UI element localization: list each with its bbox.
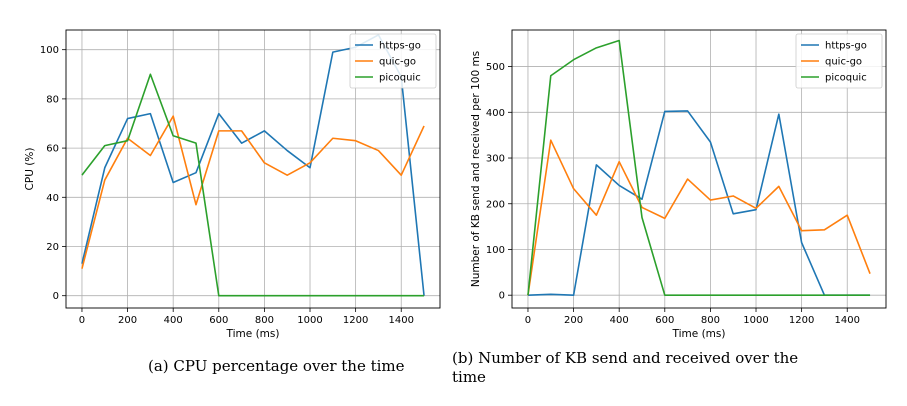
- series-line-picoquic: [527, 39, 871, 297]
- y-axis-label: CPU (%): [24, 148, 36, 191]
- legend-box: [795, 33, 883, 89]
- x-tick-label: 1200: [343, 315, 368, 326]
- y-tick-label: 60: [46, 144, 59, 155]
- legend: https-go quic-go picoquic: [349, 33, 437, 89]
- y-tick-label: 40: [46, 193, 59, 204]
- x-tick-label: 1400: [835, 315, 860, 326]
- y-tick-label: 80: [46, 94, 59, 105]
- y-tick-label: 400: [486, 108, 505, 119]
- grid-lines: [512, 30, 886, 308]
- x-tick-label: 0: [79, 315, 85, 326]
- x-tick-label: 1000: [297, 315, 322, 326]
- y-tick-label: 20: [46, 242, 59, 253]
- kb-send-received-chart: 0 200 400 600 800 1000 1200 1400 0 100 200 300 400 50…: [470, 29, 887, 340]
- series-points-quic-go: [81, 116, 425, 269]
- legend-label-picoquic: picoquic: [379, 73, 421, 84]
- legend-label-https-go: https-go: [825, 41, 867, 52]
- legend-label-quic-go: quic-go: [379, 57, 416, 68]
- y-tick-label: 0: [499, 291, 505, 302]
- legend-label-quic-go: quic-go: [825, 57, 862, 68]
- legend: https-go quic-go picoquic: [795, 33, 883, 89]
- y-tick-label: 100: [486, 245, 505, 256]
- x-tick-label: 0: [525, 315, 531, 326]
- caption-cpu-chart: (a) CPU percentage over the time: [148, 357, 405, 375]
- y-tick-label: 500: [486, 62, 505, 73]
- x-tick-label: 400: [164, 315, 183, 326]
- x-tick-label: 1200: [789, 315, 814, 326]
- series-points-quic-go: [527, 140, 871, 296]
- cpu-percentage-chart: 0 200 400 600 800 1000 1200 1400 0 20 40 60 80 100 Tim…: [24, 29, 441, 340]
- legend-box: [349, 33, 437, 89]
- x-tick-label: 200: [564, 315, 583, 326]
- legend-label-picoquic: picoquic: [825, 73, 867, 84]
- x-tick-label: 1000: [743, 315, 768, 326]
- x-tick-label: 200: [118, 315, 137, 326]
- y-axis-label: Number of KB send and received per 100 m…: [470, 51, 482, 287]
- series-line-https-go: [527, 110, 871, 297]
- y-tick-label: 100: [40, 45, 59, 56]
- y-tick-label: 200: [486, 199, 505, 210]
- x-tick-label: 1400: [389, 315, 414, 326]
- x-axis-label: Time (ms): [226, 328, 280, 340]
- series-line-picoquic: [81, 73, 425, 297]
- x-tick-label: 800: [701, 315, 720, 326]
- x-tick-label: 600: [655, 315, 674, 326]
- series-points-picoquic: [527, 40, 871, 296]
- series-points-picoquic: [81, 74, 425, 296]
- legend-label-https-go: https-go: [379, 41, 421, 52]
- y-tick-label: 300: [486, 154, 505, 165]
- series-points-https-go: [527, 110, 871, 296]
- series-line-quic-go: [81, 115, 425, 269]
- caption-kb-chart: (b) Number of KB send and received over …: [452, 349, 799, 386]
- x-tick-label: 400: [610, 315, 629, 326]
- y-tick-label: 0: [53, 291, 59, 302]
- series-line-quic-go: [527, 139, 871, 296]
- x-axis-label: Time (ms): [672, 328, 726, 340]
- plot-frame: [65, 29, 441, 309]
- plot-frame: [511, 29, 887, 309]
- x-tick-label: 600: [209, 315, 228, 326]
- x-tick-label: 800: [255, 315, 274, 326]
